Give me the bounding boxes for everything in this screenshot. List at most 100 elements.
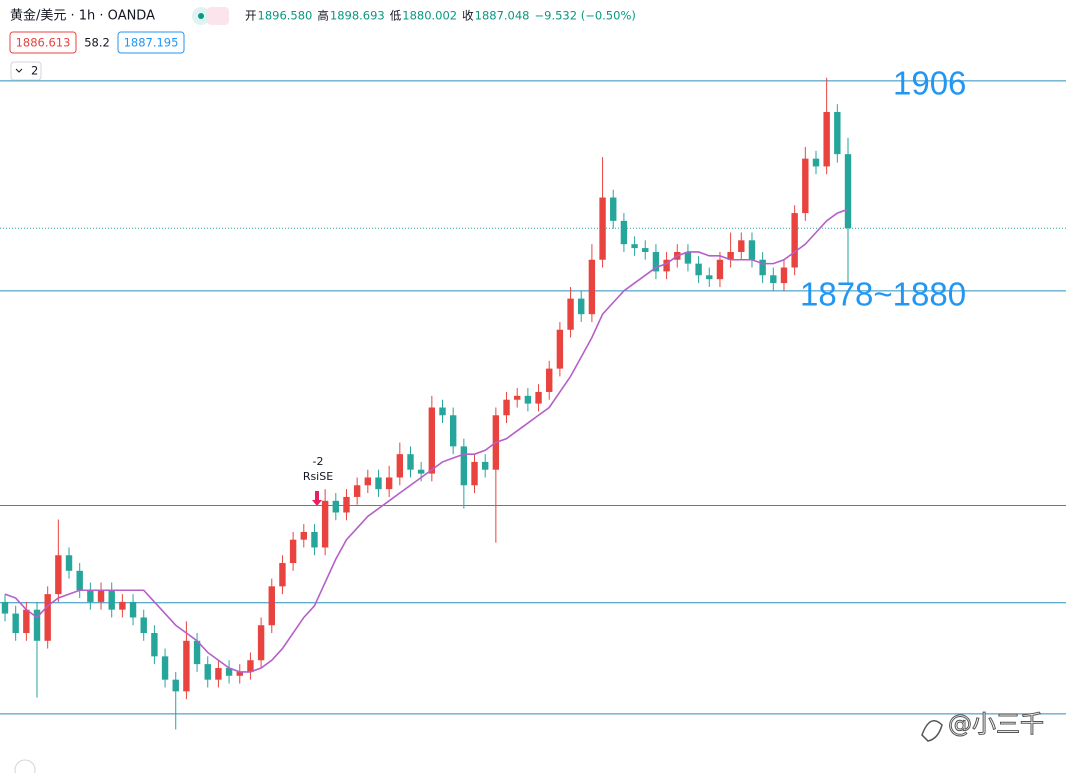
candle-body — [364, 477, 372, 486]
status-dot — [198, 13, 204, 19]
ohlc-value: 1896.580 — [258, 9, 313, 23]
candle-body — [97, 590, 105, 602]
candle-body — [204, 664, 211, 680]
candle-body — [268, 586, 275, 626]
candle-body — [791, 213, 798, 268]
candle-body — [321, 500, 329, 548]
candle-body — [748, 240, 756, 260]
candle-body — [706, 275, 713, 280]
candle-body — [417, 469, 425, 474]
ask-price: 1887.195 — [124, 36, 179, 50]
candle-body — [684, 251, 692, 264]
candle-body — [556, 329, 564, 369]
candle-body — [353, 485, 361, 497]
annotation: 1878~1880 — [800, 276, 966, 313]
candle-body — [514, 395, 521, 400]
candle-body — [375, 477, 382, 490]
candle-body — [161, 656, 169, 680]
candle-body — [140, 617, 147, 634]
candle-body — [33, 609, 41, 641]
candle-body — [300, 531, 307, 540]
candle-body — [172, 679, 179, 692]
candle-body — [780, 267, 788, 284]
candle-body — [407, 454, 414, 470]
candle-body — [311, 531, 318, 548]
candle-body — [812, 158, 820, 167]
candle-body — [55, 555, 62, 595]
candle-body — [844, 154, 852, 229]
candle-body — [247, 660, 254, 672]
candle-body — [193, 640, 201, 665]
ohlc-label: 低 — [390, 9, 402, 23]
candle-body — [524, 395, 532, 404]
signal-label: RsiSE — [303, 470, 333, 483]
candle-body — [236, 671, 243, 676]
moving-average — [4, 208, 849, 673]
candle-body — [428, 407, 436, 474]
candle-body — [44, 594, 51, 641]
candle-body — [151, 633, 158, 657]
candle-body — [652, 251, 660, 272]
candle-body — [215, 668, 222, 680]
chevron-icon — [15, 68, 23, 73]
candle-body — [546, 368, 553, 392]
candle-body — [279, 563, 286, 587]
bid-box[interactable] — [9, 31, 77, 54]
signal-value: -2 — [313, 455, 324, 468]
ohlc-legend: 开 1896.580 高 1898.693 低 1880.002 收 1887.048 −9.5… — [245, 9, 636, 23]
candle-body — [257, 625, 265, 661]
candle-body — [759, 259, 766, 276]
candle-body — [834, 111, 841, 155]
candle-body — [76, 570, 83, 591]
candle-body — [129, 601, 137, 618]
candle-body — [183, 640, 190, 692]
candle-body — [738, 240, 745, 252]
candle-body — [588, 259, 596, 315]
bid-price: 1886.613 — [16, 36, 71, 50]
candle-body — [567, 298, 574, 330]
candle-body — [396, 454, 404, 478]
candle-body — [481, 461, 489, 470]
candle-body — [439, 407, 446, 416]
candle-body — [460, 446, 468, 486]
candle-body — [642, 248, 649, 252]
candle-body — [503, 399, 510, 416]
status-icon[interactable] — [207, 7, 229, 25]
plot-area — [0, 77, 1066, 730]
candle-body — [23, 609, 30, 634]
ask-box[interactable] — [117, 31, 185, 54]
signal-arrow — [312, 491, 322, 506]
candle-body — [108, 590, 115, 610]
candle-body — [332, 500, 339, 513]
candle-body — [631, 244, 638, 249]
candle-body — [599, 197, 606, 260]
candle-body — [578, 298, 585, 315]
candle-body — [12, 613, 19, 634]
candle-body — [823, 111, 830, 167]
candle-body — [663, 259, 670, 272]
ohlc-value: 1898.693 — [330, 9, 385, 23]
candle-body — [471, 461, 478, 486]
candle-body — [716, 259, 724, 280]
annotation: 1906 — [893, 65, 966, 102]
scroll-button[interactable] — [14, 759, 36, 773]
candle-body — [87, 590, 94, 602]
candle-body — [770, 275, 777, 284]
ohlc-value: 1880.002 — [402, 9, 457, 23]
candle-body — [802, 158, 809, 214]
ohlc-value: 1887.048 — [475, 9, 530, 23]
ohlc-label: 高 — [317, 9, 329, 23]
candle-body — [610, 197, 617, 221]
spread: 58.2 — [84, 36, 110, 50]
candle-body — [449, 415, 457, 447]
candle-body — [727, 251, 734, 260]
candle-body — [343, 496, 350, 513]
ohlc-label: 收 — [462, 9, 474, 23]
candle-body — [1, 601, 9, 614]
change-value: −9.532 (−0.50%) — [535, 9, 636, 23]
candle-body — [225, 668, 233, 676]
ohlc-label: 开 — [245, 9, 257, 23]
candle-body — [535, 391, 542, 404]
collapse-button[interactable] — [10, 61, 42, 81]
